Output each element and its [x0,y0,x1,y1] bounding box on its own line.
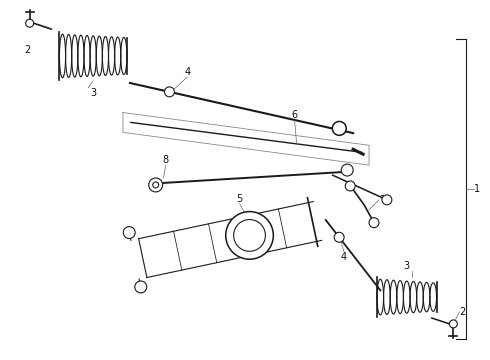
Text: 2: 2 [459,307,466,317]
Text: 7: 7 [379,195,385,205]
Circle shape [123,227,135,239]
Circle shape [234,220,266,251]
Circle shape [449,320,457,328]
Circle shape [165,87,174,97]
Text: 3: 3 [404,261,410,271]
Circle shape [226,212,273,259]
Text: 4: 4 [184,67,191,77]
Text: 2: 2 [24,45,31,55]
Circle shape [153,182,159,188]
Circle shape [345,181,355,191]
Circle shape [332,121,346,135]
Circle shape [334,232,344,242]
Circle shape [135,281,147,293]
Circle shape [25,19,34,27]
Text: 3: 3 [90,88,96,98]
Text: 5: 5 [237,194,243,204]
Circle shape [149,178,163,192]
Circle shape [369,218,379,228]
Text: 8: 8 [163,155,169,165]
Circle shape [341,164,353,176]
Text: 1: 1 [474,184,480,194]
Circle shape [382,195,392,205]
Text: 6: 6 [292,111,298,121]
Text: 4: 4 [341,252,347,262]
